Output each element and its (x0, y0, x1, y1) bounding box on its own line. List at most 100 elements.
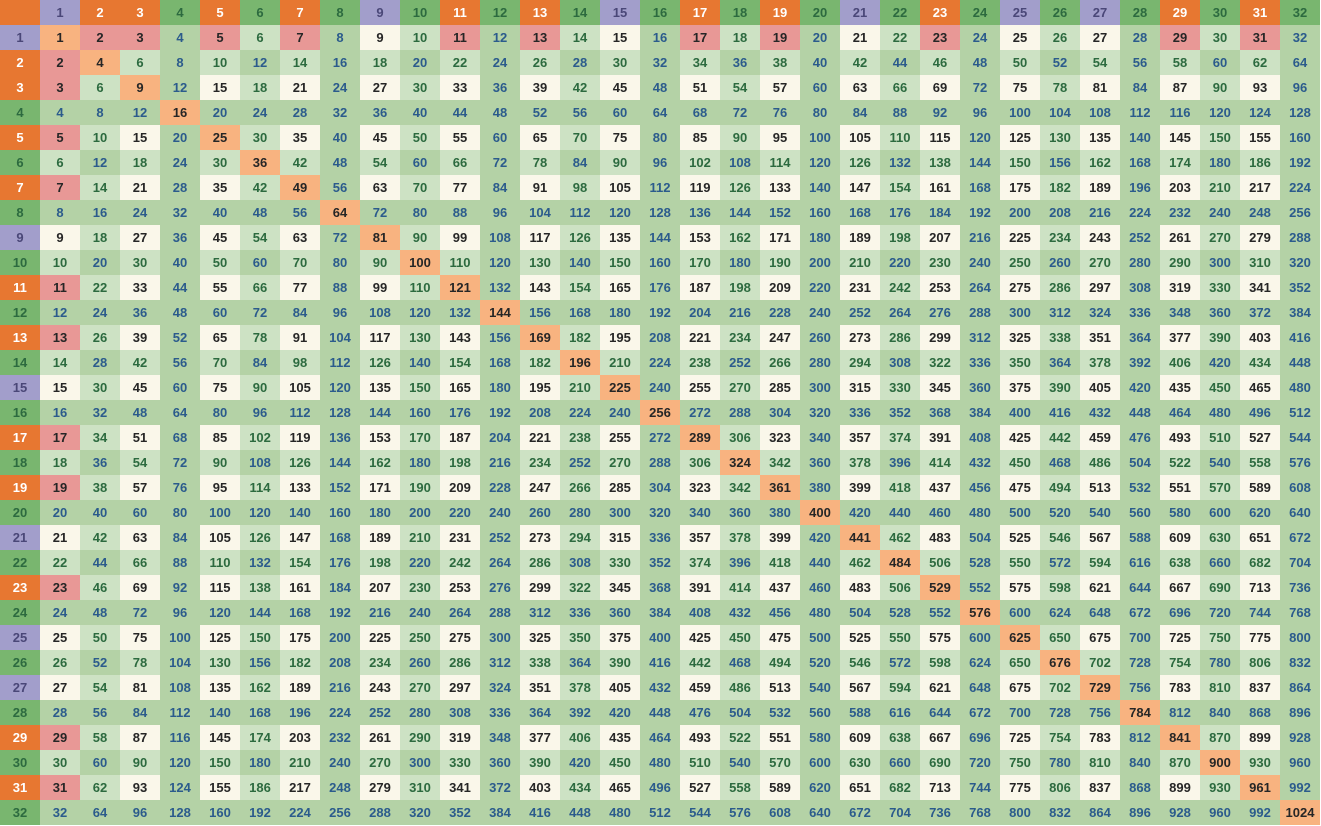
cell-17-7: 119 (280, 425, 320, 450)
cell-11-15: 165 (600, 275, 640, 300)
cell-9-31: 279 (1240, 225, 1280, 250)
cell-20-32: 640 (1280, 500, 1320, 525)
row-header-16: 16 (0, 400, 40, 425)
cell-8-17: 136 (680, 200, 720, 225)
cell-29-13: 377 (520, 725, 560, 750)
cell-17-2: 34 (80, 425, 120, 450)
cell-21-18: 378 (720, 525, 760, 550)
cell-19-10: 190 (400, 475, 440, 500)
cell-17-28: 476 (1120, 425, 1160, 450)
cell-25-12: 300 (480, 625, 520, 650)
cell-14-8: 112 (320, 350, 360, 375)
cell-6-11: 66 (440, 150, 480, 175)
cell-16-17: 272 (680, 400, 720, 425)
cell-12-4: 48 (160, 300, 200, 325)
row-header-12: 12 (0, 300, 40, 325)
cell-28-20: 560 (800, 700, 840, 725)
cell-17-27: 459 (1080, 425, 1120, 450)
cell-31-20: 620 (800, 775, 840, 800)
cell-1-5: 5 (200, 25, 240, 50)
col-header-16: 16 (640, 0, 680, 25)
cell-31-1: 31 (40, 775, 80, 800)
cell-23-10: 230 (400, 575, 440, 600)
cell-12-21: 252 (840, 300, 880, 325)
cell-28-27: 756 (1080, 700, 1120, 725)
cell-30-24: 720 (960, 750, 1000, 775)
cell-16-14: 224 (560, 400, 600, 425)
cell-32-1: 32 (40, 800, 80, 825)
cell-20-27: 540 (1080, 500, 1120, 525)
col-header-22: 22 (880, 0, 920, 25)
cell-18-17: 306 (680, 450, 720, 475)
cell-21-10: 210 (400, 525, 440, 550)
cell-20-8: 160 (320, 500, 360, 525)
cell-28-14: 392 (560, 700, 600, 725)
cell-29-17: 493 (680, 725, 720, 750)
cell-14-12: 168 (480, 350, 520, 375)
cell-30-13: 390 (520, 750, 560, 775)
cell-1-27: 27 (1080, 25, 1120, 50)
cell-10-16: 160 (640, 250, 680, 275)
cell-28-9: 252 (360, 700, 400, 725)
cell-11-11: 121 (440, 275, 480, 300)
cell-1-20: 20 (800, 25, 840, 50)
cell-9-21: 189 (840, 225, 880, 250)
cell-10-14: 140 (560, 250, 600, 275)
cell-31-6: 186 (240, 775, 280, 800)
cell-15-13: 195 (520, 375, 560, 400)
cell-21-12: 252 (480, 525, 520, 550)
cell-15-3: 45 (120, 375, 160, 400)
cell-11-22: 242 (880, 275, 920, 300)
row-header-15: 15 (0, 375, 40, 400)
cell-14-5: 70 (200, 350, 240, 375)
cell-27-8: 216 (320, 675, 360, 700)
cell-9-17: 153 (680, 225, 720, 250)
cell-13-29: 377 (1160, 325, 1200, 350)
cell-32-10: 320 (400, 800, 440, 825)
cell-28-6: 168 (240, 700, 280, 725)
cell-6-5: 30 (200, 150, 240, 175)
cell-27-6: 162 (240, 675, 280, 700)
cell-4-20: 80 (800, 100, 840, 125)
cell-11-23: 253 (920, 275, 960, 300)
cell-20-5: 100 (200, 500, 240, 525)
cell-27-26: 702 (1040, 675, 1080, 700)
cell-14-21: 294 (840, 350, 880, 375)
cell-3-29: 87 (1160, 75, 1200, 100)
cell-5-9: 45 (360, 125, 400, 150)
cell-24-30: 720 (1200, 600, 1240, 625)
cell-22-2: 44 (80, 550, 120, 575)
col-header-8: 8 (320, 0, 360, 25)
cell-8-14: 112 (560, 200, 600, 225)
cell-21-16: 336 (640, 525, 680, 550)
cell-16-4: 64 (160, 400, 200, 425)
col-header-18: 18 (720, 0, 760, 25)
col-header-4: 4 (160, 0, 200, 25)
cell-25-4: 100 (160, 625, 200, 650)
cell-3-10: 30 (400, 75, 440, 100)
cell-3-28: 84 (1120, 75, 1160, 100)
cell-29-3: 87 (120, 725, 160, 750)
cell-27-15: 405 (600, 675, 640, 700)
cell-1-17: 17 (680, 25, 720, 50)
cell-24-18: 432 (720, 600, 760, 625)
row-header-25: 25 (0, 625, 40, 650)
cell-25-15: 375 (600, 625, 640, 650)
cell-18-19: 342 (760, 450, 800, 475)
row-header-26: 26 (0, 650, 40, 675)
cell-29-21: 609 (840, 725, 880, 750)
cell-2-7: 14 (280, 50, 320, 75)
row-header-8: 8 (0, 200, 40, 225)
cell-7-4: 28 (160, 175, 200, 200)
corner-cell (0, 0, 40, 25)
cell-29-4: 116 (160, 725, 200, 750)
cell-29-11: 319 (440, 725, 480, 750)
cell-25-26: 650 (1040, 625, 1080, 650)
cell-10-10: 100 (400, 250, 440, 275)
cell-25-27: 675 (1080, 625, 1120, 650)
cell-18-15: 270 (600, 450, 640, 475)
cell-18-25: 450 (1000, 450, 1040, 475)
cell-27-4: 108 (160, 675, 200, 700)
cell-17-30: 510 (1200, 425, 1240, 450)
cell-2-14: 28 (560, 50, 600, 75)
